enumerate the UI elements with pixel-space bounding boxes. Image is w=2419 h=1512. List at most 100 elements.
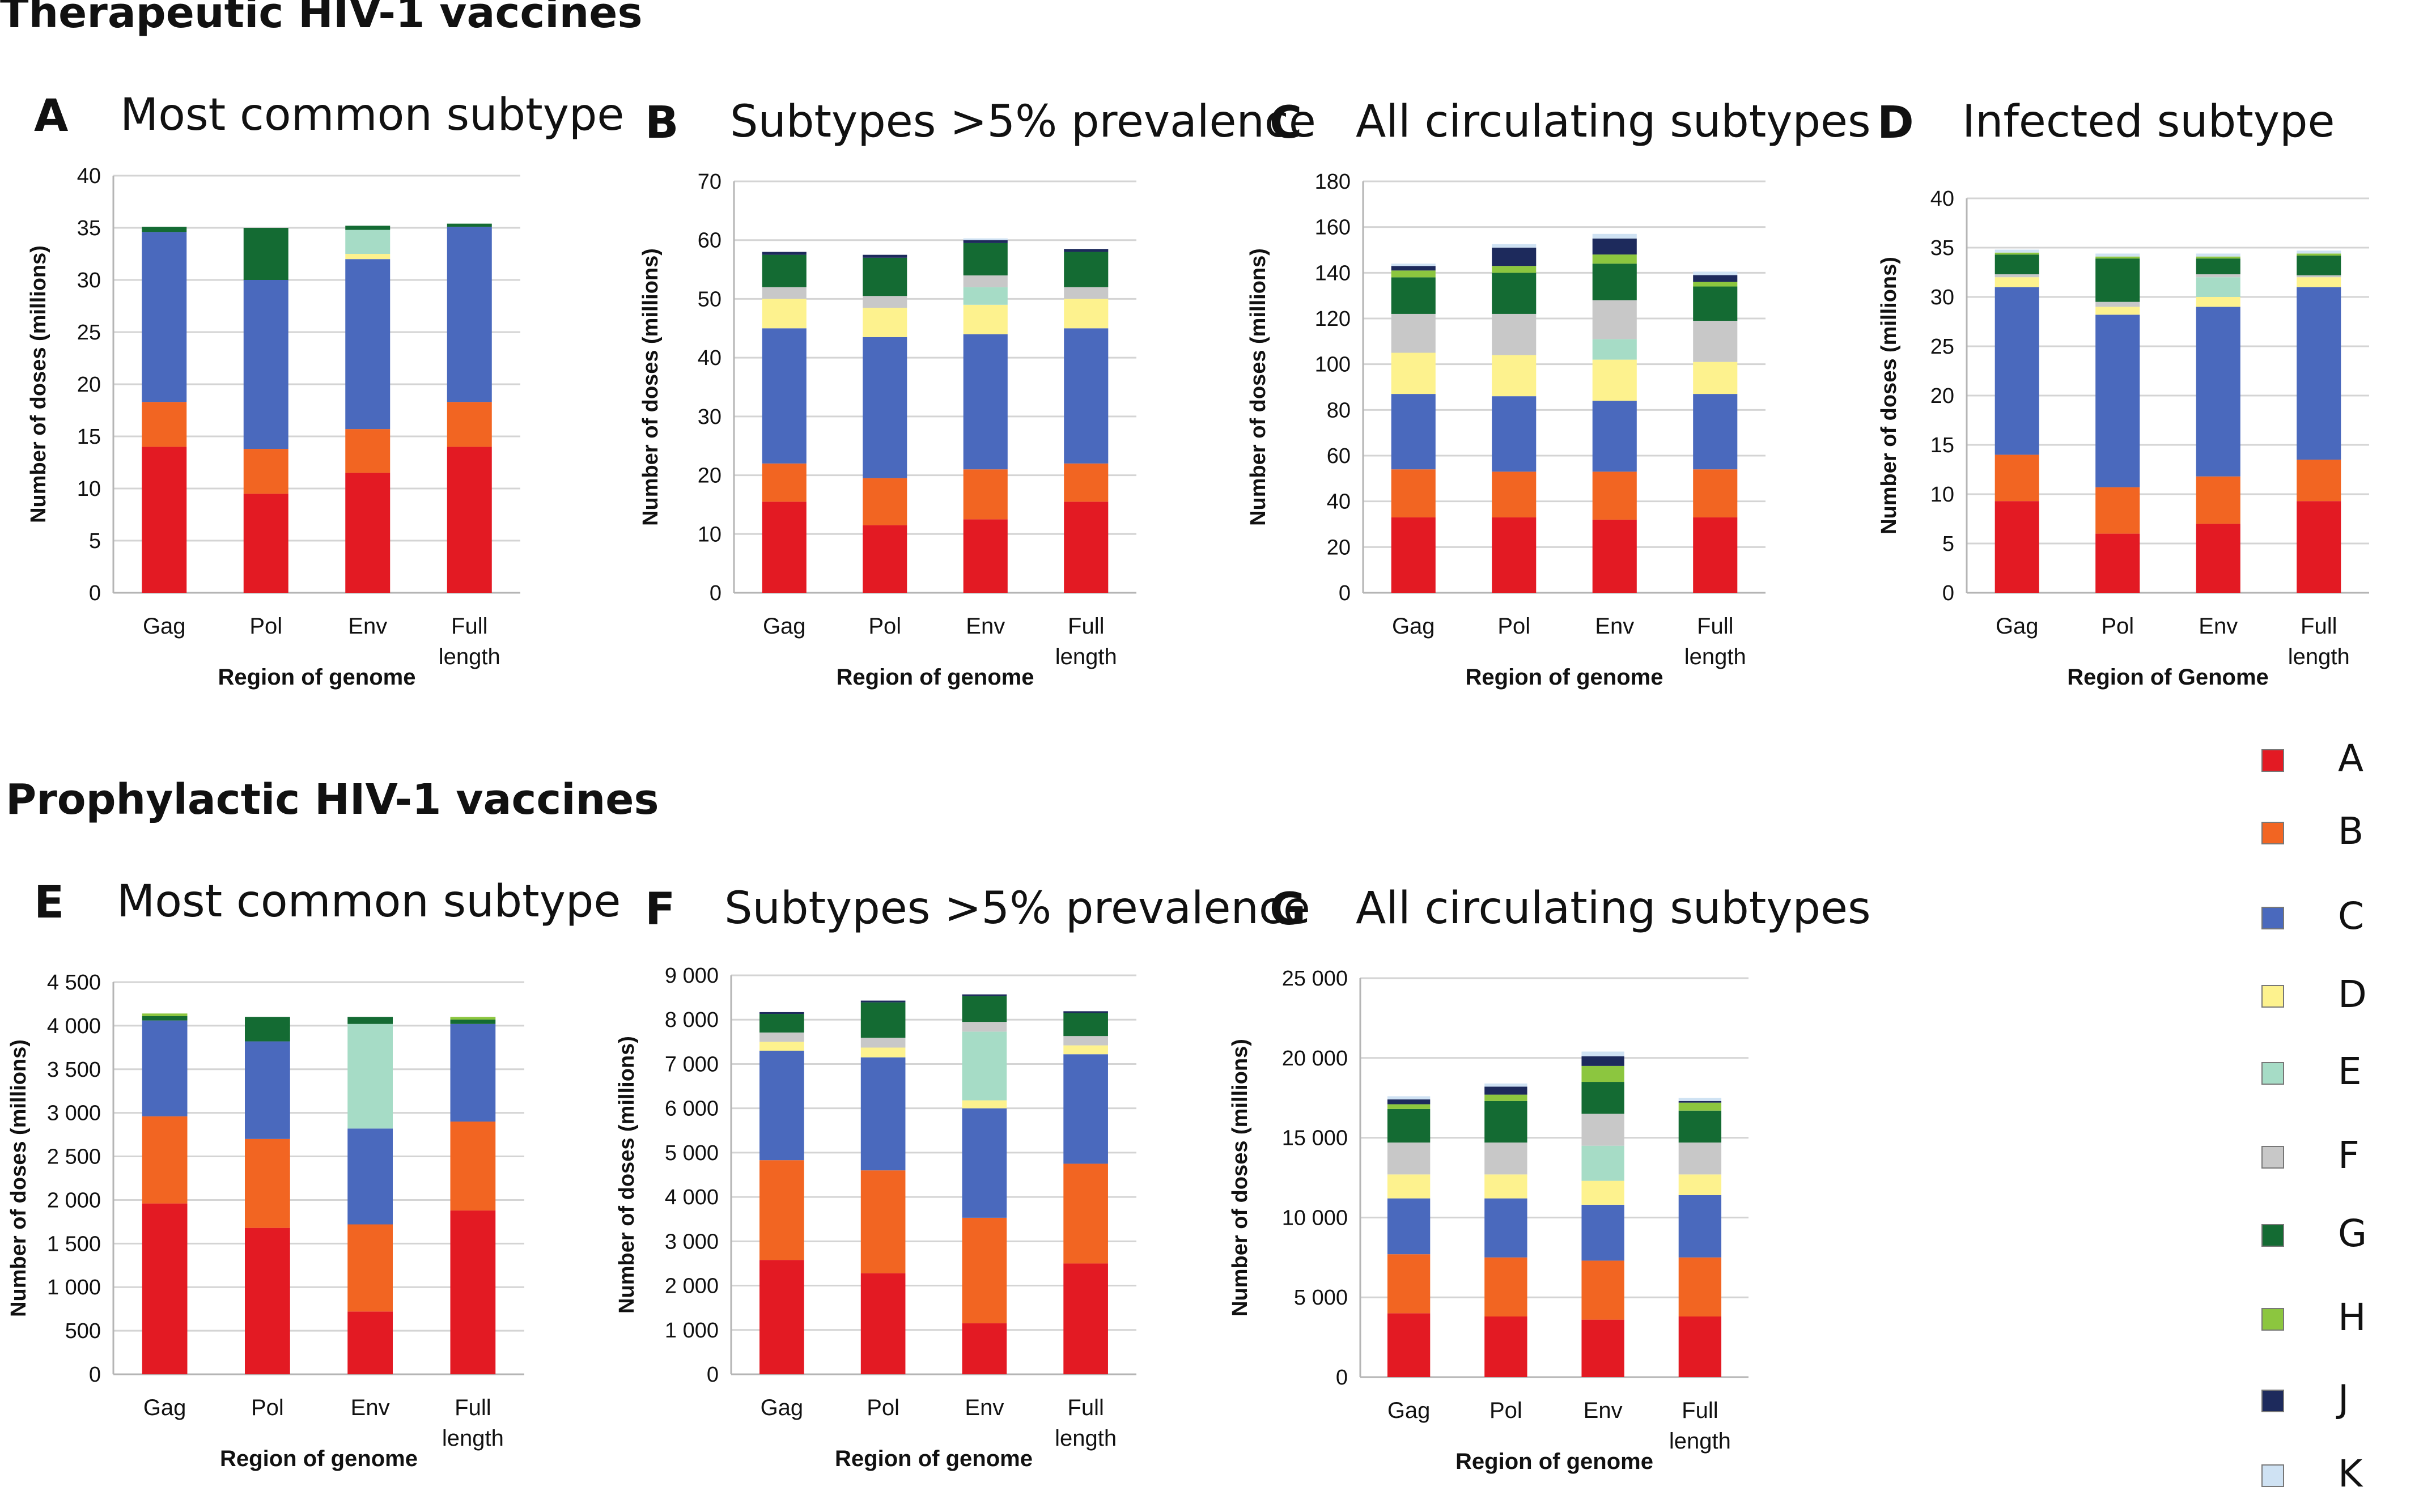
bar-segment-a: [245, 1228, 290, 1374]
bar-segment-g: [2095, 258, 2140, 302]
chart-g: 0 5 000 10 000 15 000 20 000 25 000 Gag Pol Env F…: [1228, 967, 1749, 1474]
bar-segment-d: [1581, 1180, 1624, 1205]
bar-segment-g: [1391, 277, 1436, 314]
bar-segment-j: [759, 1012, 804, 1014]
y-tick-label: 5: [1942, 532, 1954, 556]
y-tick-label: 120: [1315, 307, 1351, 331]
bar-segment-g: [447, 223, 492, 227]
bar-segment-c: [1492, 396, 1537, 472]
bar-segment-d: [1063, 1045, 1108, 1055]
bar-segment-g: [450, 1020, 496, 1024]
x-tick-label: Gag: [1996, 614, 2039, 639]
y-tick-label: 10: [77, 477, 101, 501]
bar-segment-a: [1678, 1316, 1722, 1377]
bar-segment-j: [1387, 1099, 1431, 1105]
x-tick-label: Pol: [868, 614, 901, 639]
y-tick-label: 20: [77, 373, 101, 397]
bar-segment-a: [1391, 517, 1436, 593]
chart-f: 0 1 000 2 000 3 000 4 000 5 000 6 000 7 000 8 00…: [615, 964, 1136, 1471]
x-axis-title: Region of genome: [835, 1446, 1033, 1471]
bar-segment-c: [1391, 394, 1436, 470]
bar-segment-k: [963, 238, 1008, 240]
x-tick-label: Pol: [1489, 1398, 1522, 1423]
bar-segment-b: [962, 1217, 1007, 1324]
legend-label: D: [2338, 972, 2367, 1016]
bar-segment-g: [1678, 1110, 1722, 1143]
bar-segment-c: [1678, 1195, 1722, 1258]
bar-segment-d: [1678, 1174, 1722, 1195]
bar-segment-b: [2297, 460, 2341, 502]
y-tick-label: 2 000: [47, 1188, 101, 1212]
bar-segment-b: [762, 463, 807, 502]
bar-segment-g: [863, 257, 907, 296]
bar-segment-c: [1063, 1054, 1108, 1164]
bar-segment-c: [1387, 1198, 1431, 1255]
bar-segment-c: [963, 334, 1008, 470]
bar-segment-c: [447, 227, 492, 402]
bar-segment-h: [1994, 252, 2039, 255]
bar-segment-a: [347, 1311, 393, 1374]
bar-segment-c: [245, 1041, 290, 1139]
y-tick-label: 160: [1315, 216, 1351, 240]
chart-a: 0 5 10 15 20 25 30 35 40 Gag Pol Env Full length Regio…: [27, 164, 520, 690]
bar-segment-j: [1592, 238, 1637, 255]
bar-segment-d: [1484, 1174, 1527, 1199]
bar-segment-d: [2095, 307, 2140, 315]
bar-segment-b: [2095, 487, 2140, 534]
bar-segment-k: [2297, 250, 2341, 254]
y-tick-label: 70: [698, 170, 722, 194]
y-tick-label: 2 000: [665, 1275, 719, 1298]
x-tick-label: length: [1684, 644, 1746, 669]
bar-segment-h: [1484, 1094, 1527, 1101]
y-tick-label: 10: [1930, 483, 1954, 507]
bar-segment-g: [1592, 264, 1637, 300]
bar-segment-b: [245, 1139, 290, 1228]
bar-segment-g: [1484, 1101, 1527, 1143]
y-axis-title: Number of doses (millions): [1877, 257, 1901, 534]
bar-segment-j: [1064, 249, 1109, 252]
x-axis-title: Region of genome: [1466, 665, 1663, 690]
bar-segment-k: [2095, 253, 2140, 257]
bar-segment-f: [963, 275, 1008, 287]
bar-segment-k: [1391, 264, 1436, 266]
legend-item-c: C: [2261, 894, 2397, 951]
panel-c-title: All circulating subtypes: [1356, 96, 1871, 147]
legend-swatch: [2261, 1308, 2284, 1331]
bar-segment-b: [142, 402, 187, 447]
x-tick-label: length: [442, 1426, 504, 1451]
y-tick-label: 140: [1315, 261, 1351, 285]
bar-segment-k: [2196, 253, 2240, 257]
panel-e-letter: E: [34, 877, 65, 928]
panel-d-letter: D: [1877, 97, 1914, 148]
bar-segment-d: [1064, 299, 1109, 329]
y-tick-label: 35: [1930, 236, 1954, 260]
bar-segment-b: [347, 1224, 393, 1312]
bar-segment-d: [1492, 355, 1537, 397]
x-tick-label: Gag: [143, 614, 186, 639]
bar-segment-e: [2196, 277, 2240, 297]
bar-segment-b: [1994, 455, 2039, 502]
bar-segment-h: [450, 1017, 496, 1020]
bar-segment-b: [243, 449, 288, 494]
bar-segment-g: [1063, 1013, 1108, 1037]
bar-segment-a: [1484, 1316, 1527, 1377]
bar-segment-c: [1592, 401, 1637, 472]
y-tick-label: 5 000: [665, 1141, 719, 1165]
bar-segment-d: [860, 1047, 906, 1057]
bar-segment-k: [1581, 1051, 1624, 1056]
bar-segment-g: [759, 1014, 804, 1033]
y-tick-label: 7 000: [665, 1052, 719, 1076]
bar-segment-k: [1693, 271, 1738, 275]
y-tick-label: 25 000: [1282, 967, 1348, 991]
y-tick-label: 2 500: [47, 1145, 101, 1169]
x-tick-label: length: [439, 644, 500, 669]
y-tick-label: 0: [1339, 581, 1351, 605]
x-tick-label: length: [1669, 1429, 1731, 1454]
bar-segment-e: [1581, 1145, 1624, 1181]
bar-segment-a: [1693, 517, 1738, 593]
chart-e: 0 500 1 000 1 500 2 000 2 500 3 000 3 500 4 000 4…: [7, 971, 524, 1471]
bar-segment-c: [450, 1023, 496, 1122]
bar-segment-a: [762, 502, 807, 593]
bar-segment-k: [1387, 1096, 1431, 1100]
y-tick-label: 4 000: [47, 1014, 101, 1038]
